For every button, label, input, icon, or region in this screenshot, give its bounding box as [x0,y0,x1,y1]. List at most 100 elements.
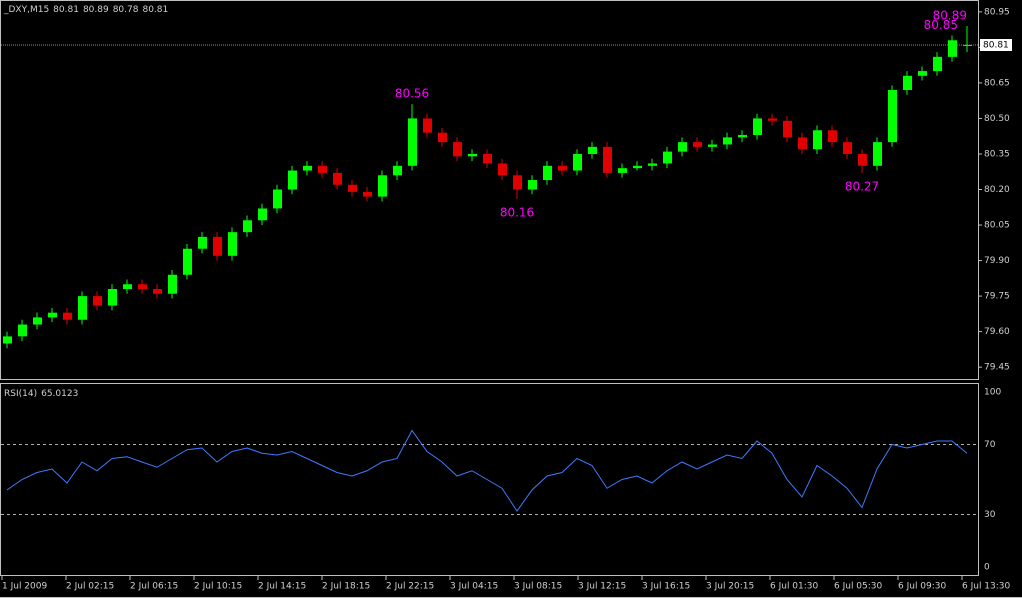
candle-body [573,153,582,171]
candle-body [348,184,357,192]
candle-body [498,163,507,176]
price-annotation: 80.27 [845,179,879,193]
y-tick-label: 80.65 [984,78,1010,88]
candle-body [288,170,297,190]
price-annotation: 80.89 [933,9,967,23]
candle-body [723,137,732,145]
x-tick-label: 1 Jul 2009 [2,582,47,592]
x-tick-label: 2 Jul 10:15 [194,582,242,592]
x-tick-label: 6 Jul 09:30 [898,582,947,592]
candle-body [273,189,282,209]
candle-body [603,146,612,173]
header-open: 80.81 [53,5,79,15]
candle-body [873,142,882,166]
candle-body [123,284,132,289]
candle-body [438,132,447,143]
candle-body [798,137,807,150]
y-tick-label: 80.20 [984,185,1010,195]
candle-body [408,118,417,166]
y-tick-label: 0 [984,563,990,573]
candle-body [588,146,597,154]
candle-body [693,142,702,147]
price-annotation: 80.85 [924,18,958,32]
y-tick-label: 79.90 [984,256,1010,266]
x-tick-label: 3 Jul 20:15 [706,582,754,592]
candle-body [858,153,867,166]
candle-body [303,165,312,171]
candle-body [888,90,897,143]
y-tick-label: 80.35 [984,149,1010,159]
current-price-label: 80.81 [983,41,1009,51]
candle-body [828,130,837,143]
candle-body [183,248,192,275]
y-tick-label: 100 [984,388,1001,398]
candle-body [3,336,12,344]
x-tick-label: 3 Jul 08:15 [514,582,562,592]
candle-body [903,75,912,91]
symbol: _DXY,M15 [3,5,49,15]
rsi-line [6,429,968,512]
rsi-label: RSI(14) 65.0123 [4,389,78,399]
candle-body [243,220,252,233]
candle-body [513,175,522,190]
candle-body [558,165,567,171]
candle-body [453,142,462,157]
candle-body [663,151,672,164]
x-tick-label: 2 Jul 14:15 [258,582,306,592]
y-tick-label: 70 [984,440,996,450]
candle-body [393,165,402,176]
header-close: 80.81 [142,5,168,15]
candle-body [648,163,657,166]
candle-body [63,312,72,320]
x-tick-label: 2 Jul 18:15 [322,582,370,592]
rsi-label-part: 65.0123 [41,389,78,399]
candle-body [753,118,762,136]
y-tick-label: 79.45 [984,363,1010,373]
candle-body [153,288,162,294]
candle-body [678,142,687,152]
candle-body [33,317,42,325]
x-tick-label: 6 Jul 05:30 [834,582,883,592]
candle-body [378,175,387,197]
y-tick-label: 30 [984,510,996,520]
x-tick-label: 6 Jul 13:30 [962,582,1011,592]
candle-body [783,120,792,138]
candle-body [933,56,942,72]
candle-body [483,153,492,164]
x-tick-label: 2 Jul 22:15 [386,582,434,592]
candle-body [228,232,237,256]
candle-body [618,168,627,173]
candle-body [423,118,432,133]
candle-body [138,284,147,289]
candle-body [363,191,372,197]
x-tick-label: 3 Jul 04:15 [450,582,498,592]
x-tick-label: 3 Jul 12:15 [578,582,626,592]
candle-body [78,296,87,320]
x-tick-label: 2 Jul 06:15 [130,582,178,592]
symbol-header: _DXY,M15 80.81 80.89 80.78 80.81 [3,5,168,15]
candle-body [48,312,57,318]
candle-body [918,71,927,76]
x-tick-label: 2 Jul 02:15 [66,582,114,592]
candle-body [543,165,552,181]
candle-body [948,40,957,57]
candle-body [768,118,777,121]
rsi-panel [0,383,979,576]
rsi-label-part: RSI(14) [4,389,37,399]
candle-body [108,288,117,306]
header-low: 80.78 [113,5,139,15]
y-tick-label: 80.05 [984,221,1010,231]
candle-body [318,165,327,173]
x-tick-label: 6 Jul 01:30 [770,582,819,592]
y-tick-label: 80.95 [984,7,1010,17]
candle-body [528,180,537,190]
candle-body [93,296,102,306]
candle-body [18,324,27,337]
candle-body [738,135,747,138]
x-tick-label: 3 Jul 16:15 [642,582,690,592]
current-price-box [980,39,1012,52]
candle-body [333,172,342,185]
y-tick-label: 80.50 [984,114,1010,124]
